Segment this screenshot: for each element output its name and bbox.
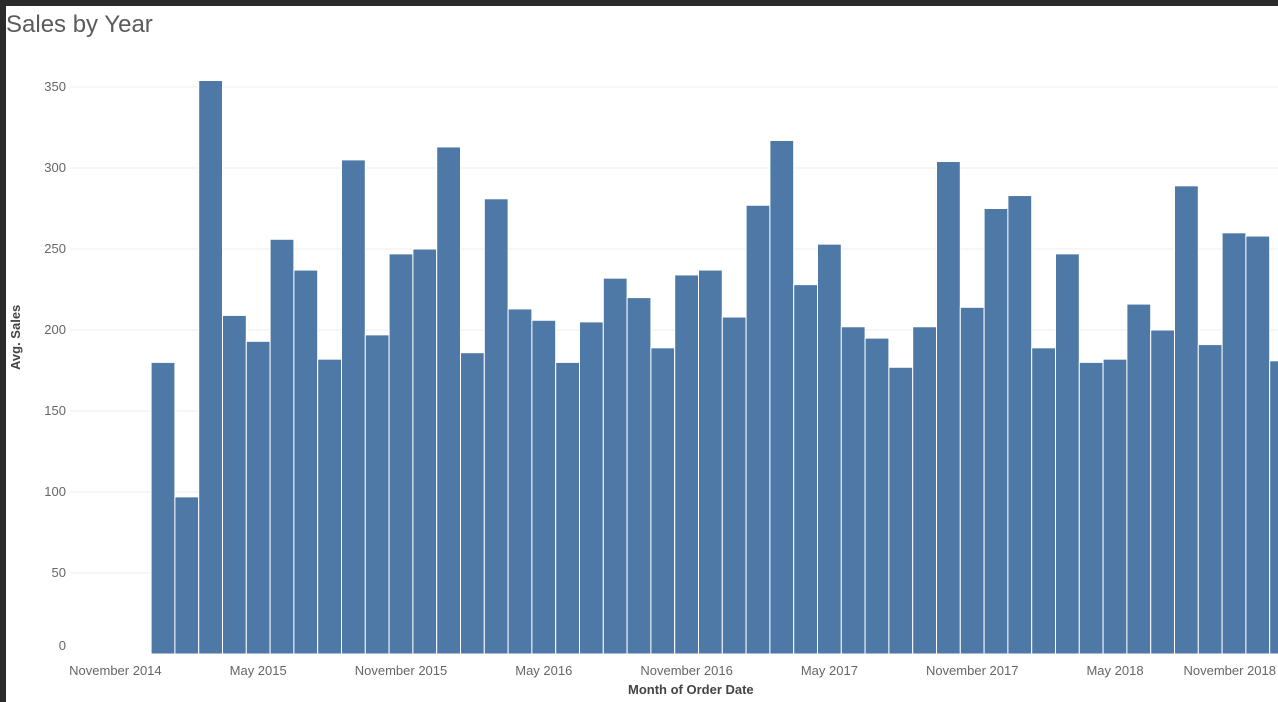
x-axis-label: Month of Order Date	[628, 682, 754, 697]
x-tick-label: May 2018	[1086, 663, 1143, 678]
y-tick-label: 50	[52, 565, 66, 580]
bar-2015-09[interactable]	[341, 159, 366, 655]
bar-2015-10[interactable]	[364, 334, 390, 655]
x-tick-label: November 2015	[355, 663, 448, 678]
y-tick-label: 250	[44, 241, 66, 256]
bar-2018-03[interactable]	[1055, 253, 1080, 655]
bar-2018-08[interactable]	[1174, 185, 1199, 655]
bar-2016-09[interactable]	[626, 297, 652, 655]
bar-2018-02[interactable]	[1031, 347, 1056, 655]
bar-2016-03[interactable]	[483, 198, 509, 655]
bar-2016-05[interactable]	[531, 319, 557, 655]
y-tick-label: 200	[44, 322, 66, 337]
bar-2015-03[interactable]	[198, 80, 223, 655]
bar-2017-12[interactable]	[983, 208, 1009, 655]
bar-2018-05[interactable]	[1102, 358, 1128, 655]
x-tick-label: May 2017	[801, 663, 858, 678]
bar-2017-01[interactable]	[721, 316, 747, 655]
bar-2018-12[interactable]	[1269, 360, 1278, 655]
bar-2015-06[interactable]	[269, 238, 295, 655]
y-axis-ticks: 0 50 100 150 200 250 300 350	[44, 79, 66, 653]
bar-2015-02[interactable]	[174, 496, 200, 655]
bar-2016-06[interactable]	[555, 361, 581, 655]
bar-2016-01[interactable]	[436, 146, 462, 655]
bar-2018-06[interactable]	[1126, 303, 1152, 655]
bar-2017-07[interactable]	[864, 337, 890, 655]
bar-2017-10[interactable]	[936, 161, 961, 655]
bar-2015-04[interactable]	[222, 314, 247, 655]
bar-2016-10[interactable]	[650, 347, 676, 655]
bar-2018-04[interactable]	[1078, 361, 1104, 655]
bar-2018-01[interactable]	[1007, 195, 1033, 655]
x-tick-label: November 2016	[640, 663, 733, 678]
bar-2016-02[interactable]	[460, 352, 485, 655]
bar-2017-08[interactable]	[888, 366, 914, 655]
bar-2017-09[interactable]	[912, 326, 938, 655]
y-tick-label: 100	[44, 484, 66, 499]
y-tick-label: 300	[44, 160, 66, 175]
bar-2015-07[interactable]	[293, 269, 319, 655]
x-tick-label: November 2018	[1184, 663, 1277, 678]
bar-2017-04[interactable]	[793, 284, 819, 655]
bar-2017-11[interactable]	[959, 306, 985, 655]
bar-2018-09[interactable]	[1197, 344, 1223, 655]
x-tick-label: May 2016	[515, 663, 572, 678]
bars	[150, 80, 1278, 655]
bar-2018-07[interactable]	[1150, 329, 1175, 655]
bar-2018-11[interactable]	[1245, 235, 1271, 655]
bar-2016-12[interactable]	[698, 269, 723, 655]
x-tick-label: May 2015	[230, 663, 287, 678]
x-tick-label: November 2017	[926, 663, 1019, 678]
bar-2015-12[interactable]	[412, 248, 438, 655]
bar-2016-04[interactable]	[507, 308, 533, 655]
y-axis-label: Avg. Sales	[8, 304, 23, 370]
bar-2015-08[interactable]	[317, 358, 343, 655]
bar-2016-11[interactable]	[674, 274, 700, 655]
bar-2017-05[interactable]	[817, 243, 842, 655]
bar-2016-07[interactable]	[579, 321, 604, 655]
bar-2017-03[interactable]	[769, 139, 795, 655]
bar-2015-01[interactable]	[150, 361, 176, 655]
bar-2016-08[interactable]	[602, 277, 628, 655]
bar-2017-06[interactable]	[840, 326, 866, 655]
bar-2015-11[interactable]	[388, 253, 414, 655]
x-tick-label: November 2014	[69, 663, 162, 678]
bar-2017-02[interactable]	[745, 204, 771, 655]
chart-title: Sales by Year	[6, 11, 153, 38]
x-axis-ticks: November 2014 May 2015 November 2015 May 20…	[69, 663, 1276, 678]
y-tick-label: 0	[59, 638, 66, 653]
y-tick-label: 150	[44, 403, 66, 418]
y-tick-label: 350	[44, 79, 66, 94]
bar-2018-10[interactable]	[1221, 232, 1247, 655]
bar-2015-05[interactable]	[245, 340, 271, 655]
